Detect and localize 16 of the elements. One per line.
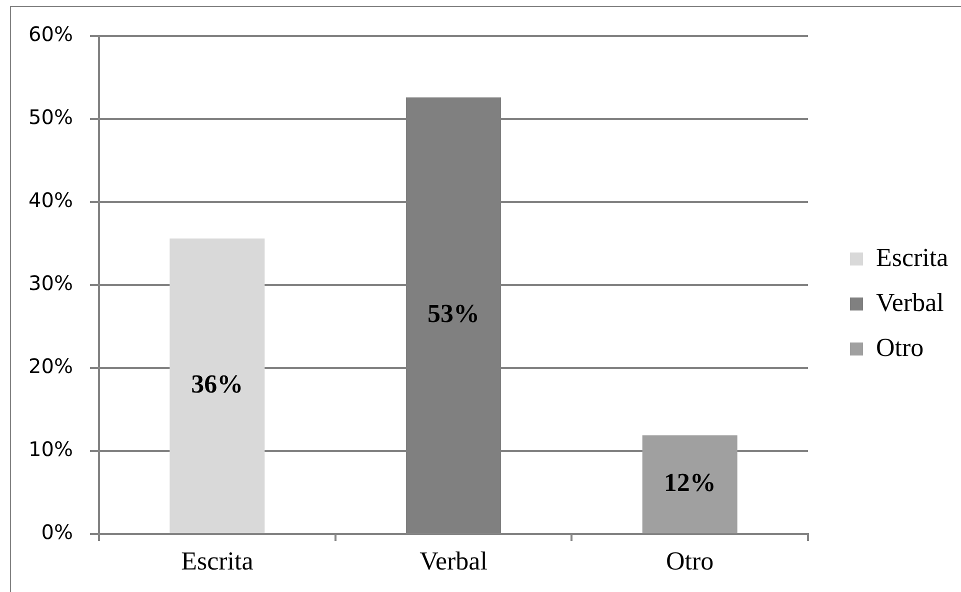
x-tick-label: Otro [666,546,714,576]
legend-label: Verbal [876,288,944,317]
x-tick-label: Escrita [181,546,254,576]
legend-label: Otro [876,332,924,362]
legend-label: Escrita [876,242,949,272]
data-label: 53% [428,298,480,328]
data-label: 12% [664,468,716,497]
data-label: 36% [191,369,244,398]
y-tick-label: 60% [28,22,73,46]
y-tick-label: 20% [28,354,73,378]
y-tick-label: 0% [41,520,73,544]
y-tick-label: 30% [28,271,73,296]
y-tick-label: 40% [28,188,73,212]
x-tick-label: Verbal [420,546,488,576]
y-tick-label: 50% [28,105,73,130]
y-tick-label: 10% [28,437,73,462]
